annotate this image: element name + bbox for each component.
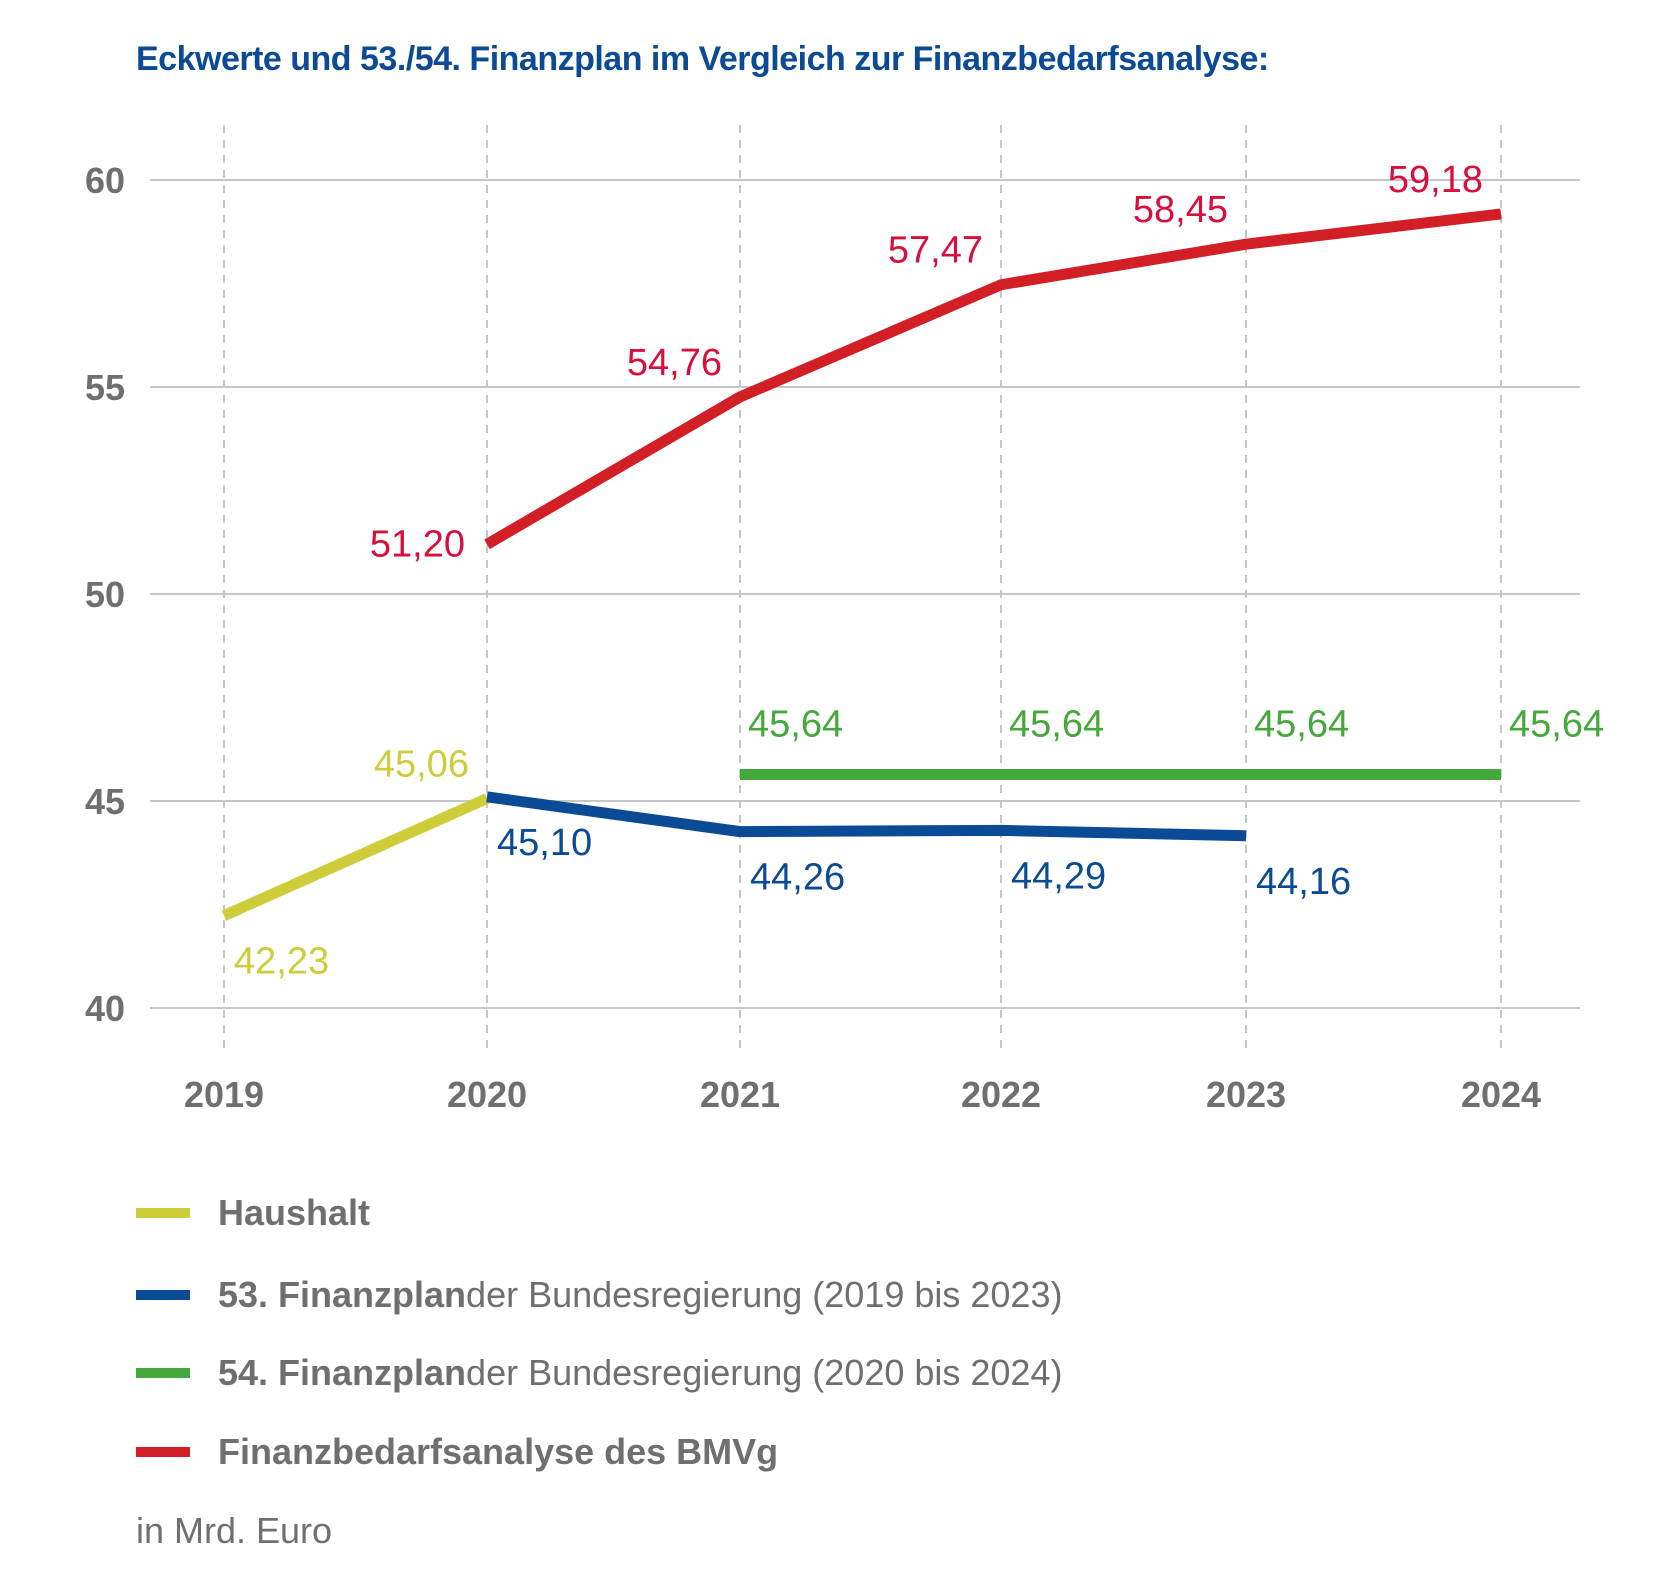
series-line bbox=[221, 793, 490, 921]
legend-label-strong: Finanzbedarfsanalyse des BMVg bbox=[218, 1431, 779, 1472]
x-tick-label: 2022 bbox=[961, 1074, 1041, 1115]
legend-label-rest: der Bundesregierung (2019 bis 2023) bbox=[466, 1274, 1063, 1315]
series-lines bbox=[221, 208, 1502, 921]
data-label: 57,47 bbox=[888, 230, 983, 272]
x-tick-label: 2019 bbox=[184, 1074, 264, 1115]
legend-swatch bbox=[136, 1208, 190, 1218]
data-label: 45,64 bbox=[1509, 704, 1604, 746]
x-tick-label: 2021 bbox=[700, 1074, 780, 1115]
x-tick-label: 2024 bbox=[1461, 1074, 1541, 1115]
grid-layer bbox=[150, 125, 1580, 1055]
data-label: 58,45 bbox=[1133, 189, 1228, 231]
data-label: 45,64 bbox=[1009, 704, 1104, 746]
legend-item-53-finanzplan: 53. Finanzplan der Bundesregierung (2019… bbox=[136, 1270, 1062, 1320]
chart-title: Eckwerte und 53./54. Finanzplan im Vergl… bbox=[136, 40, 1269, 78]
axis-tick-labels: 40 45 50 55 60 2019 2020 2021 2022 2023 2024 bbox=[85, 160, 1541, 1115]
legend-label-strong: Haushalt bbox=[218, 1192, 371, 1233]
legend-item-haushalt: Haushalt bbox=[136, 1188, 370, 1238]
x-tick-label: 2020 bbox=[447, 1074, 527, 1115]
y-tick-label: 45 bbox=[85, 781, 125, 822]
data-label: 45,10 bbox=[497, 822, 592, 864]
data-label: 42,23 bbox=[234, 941, 329, 983]
y-tick-label: 50 bbox=[85, 574, 125, 615]
series-line bbox=[486, 791, 1247, 842]
data-label: 45,64 bbox=[748, 704, 843, 746]
legend-swatch bbox=[136, 1368, 190, 1378]
legend-item-54-finanzplan: 54. Finanzplan der Bundesregierung (2020… bbox=[136, 1348, 1062, 1398]
data-label: 44,16 bbox=[1256, 861, 1351, 903]
legend-item-finanzbedarfsanalyse: Finanzbedarfsanalyse des BMVg bbox=[136, 1427, 778, 1477]
unit-note: in Mrd. Euro bbox=[136, 1510, 333, 1551]
data-label: 54,76 bbox=[627, 342, 722, 384]
data-label: 44,26 bbox=[750, 857, 845, 899]
legend-swatch bbox=[136, 1447, 190, 1457]
data-label: 59,18 bbox=[1388, 159, 1483, 201]
data-label: 44,29 bbox=[1011, 855, 1106, 897]
data-label: 45,64 bbox=[1254, 704, 1349, 746]
legend-swatch bbox=[136, 1290, 190, 1300]
data-label: 51,20 bbox=[370, 523, 465, 565]
x-tick-label: 2023 bbox=[1206, 1074, 1286, 1115]
y-tick-label: 60 bbox=[85, 160, 125, 201]
legend-label-strong: 54. Finanzplan bbox=[218, 1352, 467, 1393]
y-tick-label: 40 bbox=[85, 988, 125, 1029]
data-label: 45,06 bbox=[374, 744, 469, 786]
data-labels: 42,23 45,06 45,10 44,26 44,29 44,16 45,64 45,64… bbox=[234, 159, 1604, 983]
series-line bbox=[484, 208, 1502, 550]
legend-label-strong: 53. Finanzplan bbox=[218, 1274, 467, 1315]
y-tick-label: 55 bbox=[85, 367, 125, 408]
legend-label-rest: der Bundesregierung (2020 bis 2024) bbox=[466, 1352, 1063, 1393]
